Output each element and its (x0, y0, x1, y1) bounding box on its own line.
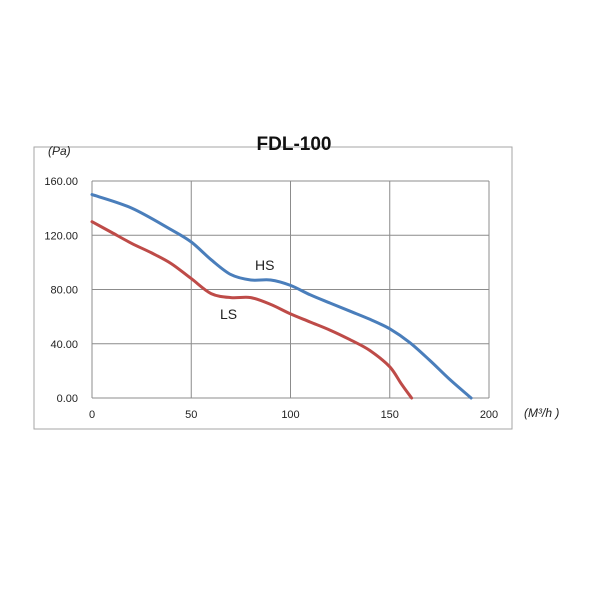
y-tick-label: 80.00 (50, 285, 78, 297)
x-tick-label: 150 (381, 409, 399, 421)
y-axis-unit: (Pa) (48, 144, 71, 158)
x-tick-label: 100 (281, 409, 299, 421)
y-tick-label: 40.00 (50, 339, 78, 351)
x-tick-label: 0 (89, 409, 95, 421)
series-label-ls: LS (220, 306, 237, 322)
y-tick-label: 120.00 (44, 230, 78, 242)
x-tick-label: 50 (185, 409, 197, 421)
series-label-hs: HS (255, 257, 274, 273)
y-tick-label: 160.00 (44, 176, 78, 188)
chart-frame (34, 147, 512, 429)
x-axis-unit: (M³/h ) (524, 406, 559, 420)
y-tick-label: 0.00 (57, 393, 78, 405)
x-tick-label: 200 (480, 409, 498, 421)
chart-title: FDL-100 (257, 134, 332, 155)
